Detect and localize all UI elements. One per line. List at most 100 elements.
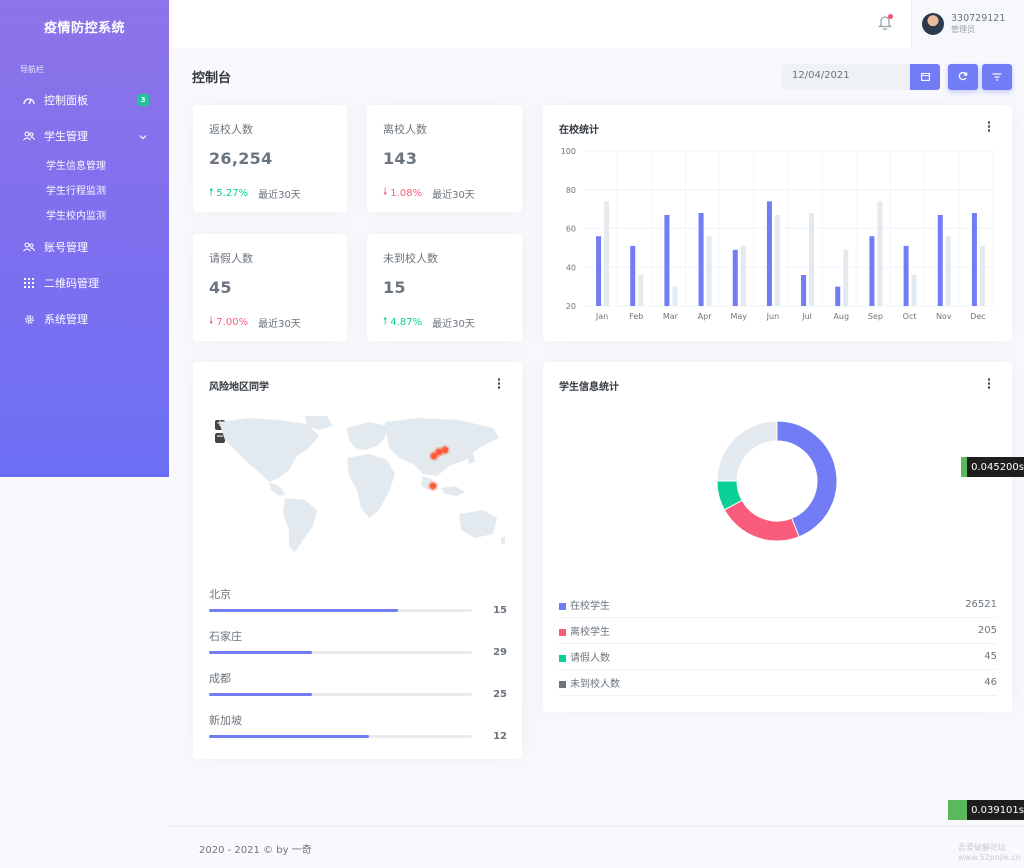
bar <box>774 214 780 306</box>
bar <box>664 214 670 306</box>
sidebar-subitem-student-info[interactable]: 学生信息管理 <box>46 161 106 172</box>
zoom-out-button[interactable]: − <box>215 432 225 443</box>
nav-heading: 导航栏 <box>20 65 44 74</box>
bar <box>630 245 636 306</box>
bar <box>911 275 917 306</box>
sidebar-item-system[interactable]: 系统管理 <box>0 301 169 337</box>
progress-bar <box>209 609 399 612</box>
bar <box>604 201 610 306</box>
sidebar-item-dashboard[interactable]: 控制面板 3 <box>0 82 169 118</box>
stat-value: 143 <box>383 149 418 168</box>
filter-button[interactable] <box>982 64 1012 90</box>
more-vertical-icon[interactable] <box>497 378 501 390</box>
x-tick-label: Jul <box>801 312 812 321</box>
y-tick-label: 20 <box>566 302 576 311</box>
gear-icon <box>22 312 36 326</box>
legend-row: 离校学生 205 <box>559 618 997 644</box>
bar <box>706 236 712 306</box>
legend-label: 在校学生 <box>570 601 610 612</box>
arrow-down-icon: 🠗 <box>209 316 214 327</box>
stat-change: 5.27% <box>216 188 249 199</box>
sidebar-item-students[interactable]: 学生管理 <box>0 118 169 154</box>
x-tick-label: Jan <box>595 312 608 321</box>
location-name: 石家庄 <box>209 630 242 643</box>
progress-bar <box>209 735 370 738</box>
bar <box>843 249 849 306</box>
footer-copyright: 2020 - 2021 © by 一奇 <box>199 845 312 856</box>
user-menu[interactable]: 330729121 管理员 <box>911 0 1024 48</box>
x-tick-label: Dec <box>970 312 985 321</box>
stat-title: 请假人数 <box>209 252 253 265</box>
y-tick-label: 100 <box>561 147 576 156</box>
progress-track <box>209 693 472 696</box>
refresh-icon <box>958 71 968 84</box>
legend-value: 26521 <box>965 599 997 610</box>
bar <box>638 275 644 306</box>
watermark-line: www.52pojie.cn <box>958 853 1021 862</box>
card-title: 在校统计 <box>559 125 599 136</box>
arrow-up-icon: 🠕 <box>209 187 214 198</box>
more-vertical-icon[interactable] <box>987 378 991 390</box>
bar <box>979 245 985 306</box>
legend-row: 未到校人数 46 <box>559 670 997 696</box>
card-title: 风险地区同学 <box>209 382 269 393</box>
y-tick-label: 60 <box>566 225 576 234</box>
sidebar-subitem-campus-monitor[interactable]: 学生校内监测 <box>46 211 106 222</box>
progress-track <box>209 651 472 654</box>
bar <box>937 214 943 306</box>
grid-icon <box>22 276 36 290</box>
location-row: 石家庄 29 <box>209 628 507 668</box>
donut-slice <box>776 420 838 538</box>
progress-track <box>209 609 472 612</box>
x-tick-label: Oct <box>903 312 917 321</box>
watermark-line: 吾爱破解论坛 <box>958 843 1006 852</box>
arrow-up-icon: 🠕 <box>383 316 388 327</box>
footer-divider <box>169 826 1024 827</box>
legend-label: 未到校人数 <box>570 679 620 690</box>
refresh-button[interactable] <box>948 64 978 90</box>
bar <box>740 245 746 306</box>
sidebar-subitem-trip-monitor[interactable]: 学生行程监测 <box>46 186 106 197</box>
sidebar-item-label: 二维码管理 <box>44 277 99 290</box>
location-value: 12 <box>493 731 507 742</box>
stat-period: 最近30天 <box>432 190 475 201</box>
bar <box>945 236 951 306</box>
users-icon <box>22 240 36 254</box>
progress-bar <box>209 693 312 696</box>
legend-swatch <box>559 628 566 636</box>
location-name: 新加坡 <box>209 714 242 727</box>
speedometer-icon <box>22 93 36 107</box>
username: 330729121 <box>951 13 1006 24</box>
date-picker-input[interactable]: 12/04/2021 <box>782 64 910 90</box>
location-value: 29 <box>493 647 507 658</box>
y-tick-label: 80 <box>566 186 576 195</box>
bar-chart: 20 40 60 80 100 Jan Feb Mar Apr May Jun Jul Aug Sep Oc… <box>561 147 994 321</box>
calendar-button[interactable] <box>910 64 940 90</box>
sidebar-item-label: 系统管理 <box>44 313 88 326</box>
watermark: 吾爱破解论坛 www.52pojie.cn <box>958 843 1021 863</box>
progress-bar <box>209 651 312 654</box>
sidebar-item-accounts[interactable]: 账号管理 <box>0 229 169 265</box>
stat-card-returned: 返校人数 26,254 🠕 5.27% 最近30天 <box>193 105 347 212</box>
brand-title[interactable]: 疫情防控系统 <box>43 20 125 36</box>
stat-card-leave: 请假人数 45 🠗 7.00% 最近30天 <box>193 234 347 341</box>
more-vertical-icon[interactable] <box>987 121 991 133</box>
x-tick-label: Feb <box>629 312 643 321</box>
bar <box>766 201 772 306</box>
stat-value: 26,254 <box>209 149 273 168</box>
bar <box>698 213 704 306</box>
map-marker-group <box>428 445 450 491</box>
notification-badge: 3 <box>137 94 149 106</box>
legend-swatch <box>559 654 566 662</box>
bell-icon[interactable] <box>877 14 893 33</box>
legend-row: 在校学生 26521 <box>559 592 997 618</box>
sidebar-item-qrcode[interactable]: 二维码管理 <box>0 265 169 301</box>
bar <box>869 236 875 306</box>
bar <box>809 213 815 306</box>
stat-card-absent: 未到校人数 15 🠕 4.87% 最近30天 <box>367 234 522 341</box>
location-value: 25 <box>493 689 507 700</box>
timing-badge: 0.039101s <box>948 800 1024 820</box>
location-name: 北京 <box>209 588 231 601</box>
card-title: 学生信息统计 <box>559 382 619 393</box>
stat-change: 1.08% <box>390 188 423 199</box>
